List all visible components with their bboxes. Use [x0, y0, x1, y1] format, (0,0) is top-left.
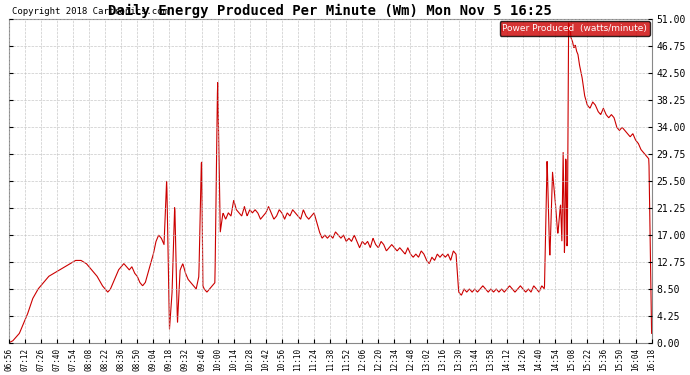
Legend: Power Produced  (watts/minute): Power Produced (watts/minute) — [500, 21, 650, 36]
Title: Daily Energy Produced Per Minute (Wm) Mon Nov 5 16:25: Daily Energy Produced Per Minute (Wm) Mo… — [108, 4, 552, 18]
Text: Copyright 2018 Cartronics.com: Copyright 2018 Cartronics.com — [12, 7, 168, 16]
